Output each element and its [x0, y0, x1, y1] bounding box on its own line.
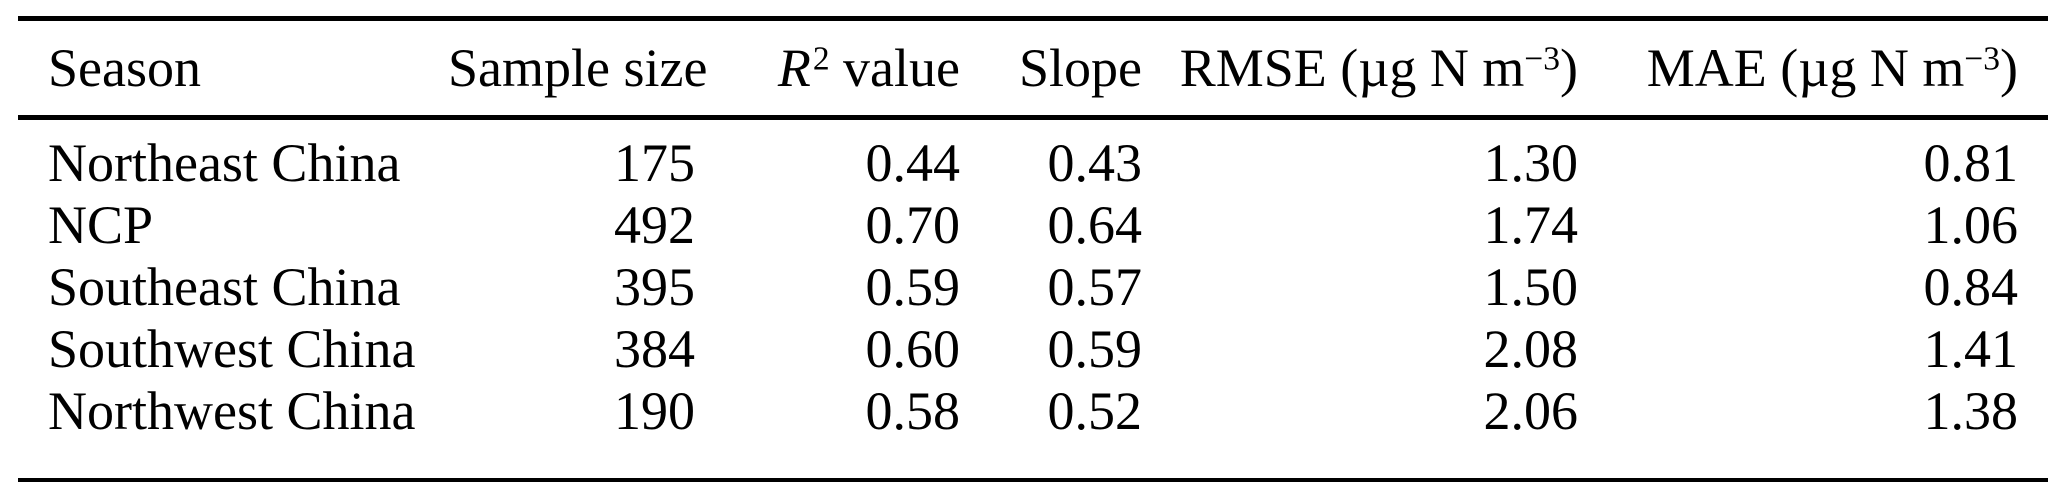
row-southwest-china: Southwest China 384 0.60 0.59 2.08 1.41: [18, 318, 2048, 380]
cell-slope: 0.52: [1047, 381, 1143, 441]
cell-slope: 0.64: [1047, 195, 1143, 255]
cell-slope: 0.43: [1047, 133, 1143, 193]
column-header-sample-size: Sample size: [448, 18, 707, 120]
cell-season: NCP: [48, 195, 154, 255]
mae-unit-base: MAE (µg N m: [1646, 38, 1965, 98]
cell-rmse: 1.74: [1483, 195, 1579, 255]
column-header-rmse: RMSE (µg N m−3): [1142, 18, 1578, 120]
column-header-slope: Slope: [960, 18, 1142, 120]
cell-season: Northeast China: [48, 133, 401, 193]
column-header-mae: MAE (µg N m−3): [1578, 18, 2048, 120]
cell-r2: 0.59: [865, 257, 961, 317]
cell-sample-size: 395: [614, 257, 695, 317]
row-northwest-china: Northwest China 190 0.58 0.52 2.06 1.38: [18, 380, 2048, 481]
cell-slope: 0.57: [1047, 257, 1143, 317]
row-northeast-china: Northeast China 175 0.44 0.43 1.30 0.81: [18, 118, 2048, 195]
cell-slope: 0.59: [1047, 319, 1143, 379]
cell-mae: 0.84: [1923, 257, 2019, 317]
mae-unit-exponent: −3: [1964, 40, 2001, 78]
cell-season: Southwest China: [48, 319, 416, 379]
cell-sample-size: 190: [614, 381, 695, 441]
cell-rmse: 2.08: [1483, 319, 1579, 379]
cell-mae: 1.38: [1923, 381, 2019, 441]
r2-label-rest: value: [829, 38, 960, 98]
row-southeast-china: Southeast China 395 0.59 0.57 1.50 0.84: [18, 256, 2048, 318]
evaluation-statistics-table: Season Sample size R2 value Slope RMSE (…: [18, 16, 2048, 482]
table-header: Season Sample size R2 value Slope RMSE (…: [18, 18, 2048, 120]
cell-rmse: 1.50: [1483, 257, 1579, 317]
cell-r2: 0.60: [865, 319, 961, 379]
cell-sample-size: 384: [614, 319, 695, 379]
cell-r2: 0.70: [865, 195, 961, 255]
r2-symbol: R: [777, 38, 811, 98]
row-ncp: NCP 492 0.70 0.64 1.74 1.06: [18, 194, 2048, 256]
cell-sample-size: 175: [614, 133, 695, 193]
cell-mae: 0.81: [1923, 133, 2019, 193]
column-header-r2-value: R2 value: [695, 18, 960, 120]
cell-season: Southeast China: [48, 257, 401, 317]
cell-season: Northwest China: [48, 381, 416, 441]
rmse-unit-exponent: −3: [1524, 40, 1561, 78]
table-body: Northeast China 175 0.44 0.43 1.30 0.81 …: [18, 118, 2048, 481]
cell-rmse: 1.30: [1483, 133, 1579, 193]
cell-r2: 0.44: [865, 133, 961, 193]
cell-mae: 1.06: [1923, 195, 2019, 255]
mae-unit-close: ): [2000, 38, 2018, 98]
column-header-season: Season: [18, 18, 448, 120]
cell-sample-size: 492: [614, 195, 695, 255]
rmse-unit-close: ): [1560, 38, 1578, 98]
r2-superscript: 2: [812, 40, 830, 78]
cell-r2: 0.58: [865, 381, 961, 441]
table-header-row: Season Sample size R2 value Slope RMSE (…: [18, 18, 2048, 120]
rmse-unit-base: RMSE (µg N m: [1179, 38, 1525, 98]
cell-mae: 1.41: [1923, 319, 2019, 379]
cell-rmse: 2.06: [1483, 381, 1579, 441]
